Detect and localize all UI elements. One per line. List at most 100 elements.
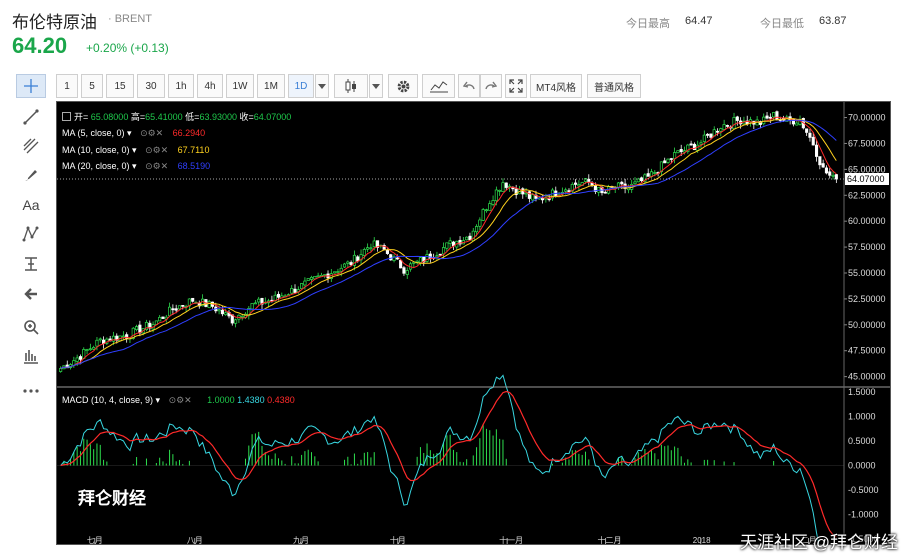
interval-1[interactable]: 1: [56, 74, 78, 98]
text-tool-icon[interactable]: Aa: [22, 197, 40, 213]
ma10-controls[interactable]: ⊙⚙✕: [145, 145, 169, 155]
candle-body: [399, 259, 403, 269]
today-low-label: 今日最低: [760, 18, 804, 30]
candle-body: [88, 348, 92, 351]
candle-body: [111, 335, 116, 342]
interval-dropdown-button[interactable]: [315, 74, 329, 98]
interval-30[interactable]: 30: [137, 74, 165, 98]
candle-body: [78, 356, 83, 360]
redo-button[interactable]: [480, 74, 502, 98]
candle-body: [435, 255, 439, 258]
interval-15[interactable]: 15: [106, 74, 134, 98]
price-tick-label: 70.00000: [848, 113, 886, 123]
candle-body: [402, 267, 406, 274]
candle-body: [161, 316, 165, 319]
candle-body: [818, 156, 822, 166]
mt4-style-button[interactable]: MT4风格: [530, 74, 582, 98]
candle-body: [679, 149, 683, 153]
pattern-icon[interactable]: [16, 222, 46, 246]
candle-body: [633, 181, 637, 185]
candle-body: [824, 167, 828, 174]
candle-body: [191, 297, 195, 302]
candle-body: [121, 335, 125, 338]
zoom-icon[interactable]: [16, 315, 46, 339]
normal-style-button[interactable]: 普通风格: [587, 74, 641, 98]
candle-body: [491, 200, 495, 205]
arrow-left-icon[interactable]: [16, 282, 46, 306]
x-tick-label: 九月: [293, 536, 309, 544]
candle-body: [306, 278, 310, 281]
settings-button[interactable]: [388, 74, 418, 98]
candle-body: [583, 178, 588, 182]
candle-body: [349, 262, 353, 266]
candle-body: [293, 288, 297, 293]
x-tick-label: 2018: [693, 536, 711, 544]
chart-type-button[interactable]: [334, 74, 368, 98]
collapse-icon[interactable]: [62, 112, 71, 121]
ma20-controls[interactable]: ⊙⚙✕: [145, 161, 169, 171]
gear-icon: [397, 80, 409, 92]
macd-tick-label: 0.0000: [848, 461, 876, 471]
ma10-legend: MA (10, close, 0) ▾ ⊙⚙✕ 67.7110: [62, 145, 210, 155]
candle-body: [253, 302, 257, 305]
candle-body: [422, 256, 426, 263]
candle-body: [375, 240, 380, 248]
bars-icon[interactable]: [16, 344, 46, 368]
macd-controls[interactable]: ⊙⚙✕: [168, 395, 192, 405]
candle-body: [699, 142, 703, 145]
chart-area[interactable]: 70.00000 67.50000 65.00000 62.50000 60.00000…: [56, 101, 891, 559]
candle-body: [805, 128, 809, 133]
macd-legend: MACD (10, 4, close, 9) ▾ ⊙⚙✕ 1.0000 1.43…: [62, 395, 295, 405]
interval-5[interactable]: 5: [81, 74, 103, 98]
price-tick-label: 62.50000: [848, 190, 886, 200]
candle-body: [257, 298, 261, 303]
ma5-controls[interactable]: ⊙⚙✕: [140, 128, 164, 138]
interval-4h[interactable]: 4h: [197, 74, 223, 98]
price-chart[interactable]: 70.00000 67.50000 65.00000 62.50000 60.00000…: [57, 102, 890, 559]
candle-body: [831, 174, 835, 177]
indicators-button[interactable]: [422, 74, 455, 98]
ma20-line: [60, 119, 837, 369]
crosshair-icon[interactable]: [16, 74, 46, 98]
candle-body: [795, 122, 799, 126]
candle-body: [448, 240, 452, 244]
price-change: +0.20% (+0.13): [86, 41, 169, 55]
last-price-tag: [845, 173, 889, 186]
candle-body: [725, 125, 729, 127]
trendline-icon[interactable]: [16, 105, 46, 129]
current-price: 64.20: [12, 33, 68, 58]
interval-1h[interactable]: 1h: [168, 74, 194, 98]
undo-button[interactable]: [458, 74, 480, 98]
measure-icon[interactable]: [16, 252, 46, 276]
interval-1m[interactable]: 1M: [257, 74, 285, 98]
ma20-legend: MA (20, close, 0) ▾ ⊙⚙✕ 68.5190: [62, 161, 211, 171]
candle-body: [276, 293, 281, 298]
interval-1d[interactable]: 1D: [288, 74, 314, 98]
price-tick-label: 55.00000: [848, 268, 886, 278]
candle-body: [577, 184, 581, 187]
price-tick-label: 47.50000: [848, 346, 886, 356]
candle-body: [821, 163, 825, 168]
candle-body: [762, 116, 766, 125]
fullscreen-button[interactable]: [505, 74, 527, 98]
candle-body: [382, 245, 386, 250]
candle-body: [706, 133, 710, 136]
candle-body: [666, 158, 670, 163]
candle-body: [498, 189, 502, 192]
candle-body: [524, 192, 528, 195]
candle-body: [478, 219, 482, 227]
candle-body: [389, 254, 393, 261]
candle-body: [531, 194, 535, 201]
expand-icon: [509, 79, 523, 93]
candle-body: [247, 308, 251, 317]
brush-icon[interactable]: [16, 163, 46, 187]
interval-1w[interactable]: 1W: [226, 74, 254, 98]
candle-body: [418, 257, 422, 263]
macd-tick-label: 1.0000: [848, 411, 876, 421]
candle-body: [309, 276, 314, 280]
candle-body: [772, 112, 776, 118]
x-tick-label: 十二月: [598, 535, 622, 544]
more-icon[interactable]: [16, 379, 46, 403]
chart-type-dropdown[interactable]: [369, 74, 383, 98]
fib-icon[interactable]: [16, 134, 46, 158]
